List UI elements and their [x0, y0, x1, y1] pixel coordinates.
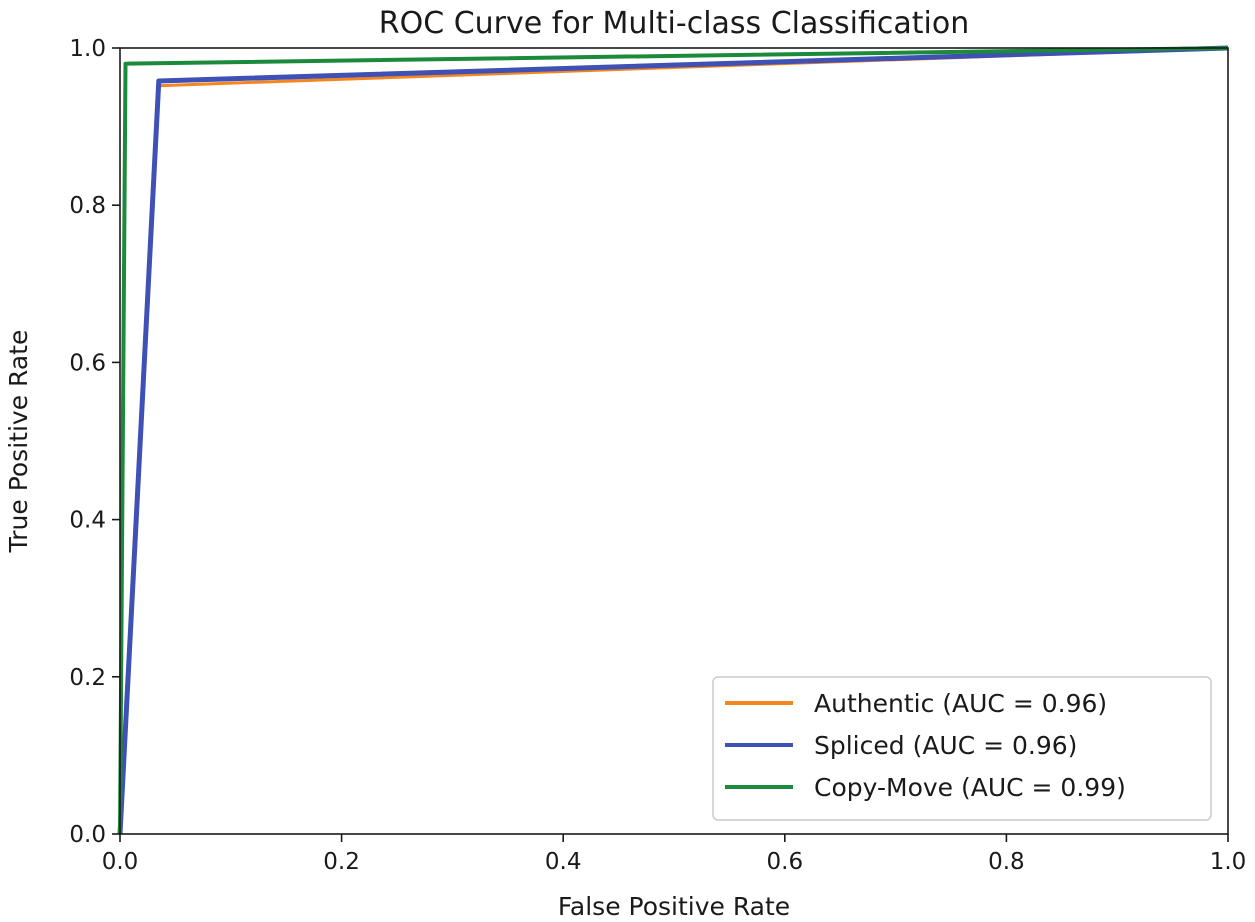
x-tick-label: 0.8 — [988, 849, 1025, 875]
series-line-copy-move — [118, 46, 1229, 835]
legend: Authentic (AUC = 0.96) Spliced (AUC = 0.9… — [712, 676, 1212, 821]
legend-box — [712, 676, 1212, 821]
x-tick-label: 0.6 — [767, 849, 804, 875]
x-axis: 0.0 0.2 0.4 0.6 0.8 1.0 — [102, 834, 1247, 875]
x-tick-label: 0.0 — [102, 849, 139, 875]
x-tick-label: 0.4 — [545, 849, 582, 875]
y-tick-label: 0.0 — [69, 822, 106, 848]
chart-title: ROC Curve for Multi-class Classification — [379, 6, 969, 41]
y-axis-label: True Positive Rate — [4, 330, 33, 554]
plot-frame — [119, 47, 1229, 835]
y-axis: 0.0 0.2 0.4 0.6 0.8 1.0 — [69, 36, 120, 848]
series-line-spliced — [117, 45, 1229, 835]
x-tick-label: 0.2 — [323, 849, 360, 875]
legend-label: Authentic (AUC = 0.96) — [814, 689, 1107, 718]
y-tick-label: 0.2 — [69, 665, 106, 691]
x-tick-label: 1.0 — [1210, 849, 1247, 875]
legend-label: Copy-Move (AUC = 0.99) — [814, 773, 1126, 802]
y-tick-label: 0.8 — [69, 193, 106, 219]
y-tick-label: 0.4 — [69, 508, 106, 534]
legend-label: Spliced (AUC = 0.96) — [814, 731, 1077, 760]
x-axis-label: False Positive Rate — [558, 892, 790, 921]
plot-area — [117, 45, 1229, 835]
y-tick-label: 1.0 — [69, 36, 106, 62]
y-tick-label: 0.6 — [69, 350, 106, 376]
